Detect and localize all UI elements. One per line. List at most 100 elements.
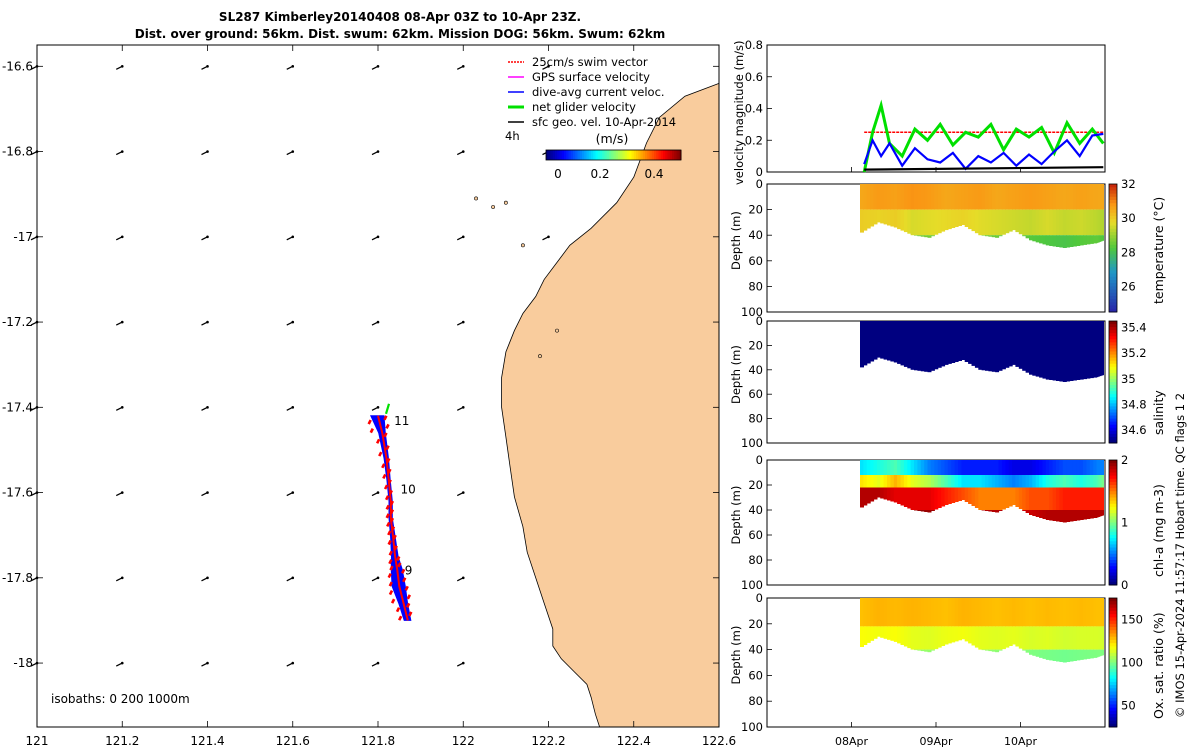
profile-data-cell [907, 321, 912, 369]
profile-data-cell [1012, 626, 1016, 645]
profile-data-cell [893, 460, 898, 475]
profile-data-cell [1093, 510, 1098, 518]
profile-data-cell [1066, 184, 1071, 210]
profile-data-cell [964, 209, 969, 227]
profile-data-cell [1066, 209, 1071, 236]
profile-data-cell [934, 321, 939, 370]
profile-colorbar-cell [1109, 391, 1117, 395]
profile-colorbar-cell [1109, 305, 1117, 310]
profile-data-cell [887, 487, 891, 501]
profile-colorbar-cell [1109, 607, 1117, 612]
profile-colorbar-cell [1109, 531, 1117, 536]
profile-colorbar-cell [1109, 675, 1117, 680]
profile-data-cell [1039, 209, 1044, 236]
profile-data-cell [883, 475, 888, 488]
profile-data-cell [927, 235, 932, 238]
profile-data-cell [1022, 626, 1027, 650]
profile-data-cell [1045, 475, 1050, 488]
profile-data-cell [1056, 649, 1060, 662]
profile-data-cell [1072, 510, 1077, 521]
profile-data-cell [1100, 184, 1103, 210]
profile-data-cell [927, 510, 932, 513]
profile-colorbar-cell [1109, 704, 1117, 709]
profile-data-cell [974, 487, 979, 508]
profile-data-cell [1100, 649, 1103, 656]
profile-data-cell [860, 321, 864, 368]
depth-tick-label: 20 [748, 203, 763, 217]
profile-data-cell [1022, 235, 1027, 237]
profile-data-cell [971, 209, 976, 232]
profile-data-cell [887, 321, 891, 361]
profile-data-cell [887, 598, 891, 627]
colorbar-tick-label: 100 [1121, 656, 1143, 670]
profile-colorbar-cell [1109, 598, 1117, 602]
profile-data-cell [1025, 321, 1030, 373]
profile-data-cell [954, 487, 959, 502]
profile-colorbar-cell [1109, 633, 1117, 638]
profile-colorbar-cell [1109, 488, 1117, 492]
colorbar-cell [548, 150, 551, 160]
profile-data-cell [1059, 475, 1064, 488]
profile-data-cell [1052, 598, 1057, 627]
profile-colorbar-cell [1109, 547, 1117, 552]
depth-tick-label: 100 [741, 578, 763, 592]
profile-data-cell [964, 460, 969, 475]
profile-data-cell [876, 626, 881, 637]
profile-data-cell [866, 598, 871, 627]
profile-colorbar-cell [1109, 563, 1117, 567]
profile-data-cell [1059, 321, 1064, 382]
profile-data-cell [1097, 321, 1100, 377]
profile-data-cell [941, 626, 946, 646]
profile-data-cell [1022, 487, 1027, 510]
profile-data-cell [1076, 209, 1081, 236]
profile-data-cell [988, 184, 993, 210]
profile-data-cell [930, 321, 935, 371]
profile-data-cell [1100, 626, 1103, 650]
profile-data-cell [944, 209, 949, 231]
profile-data-cell [1045, 598, 1050, 627]
profile-data-cell [1052, 487, 1057, 510]
profile-data-cell [1062, 510, 1067, 523]
profile-data-cell [1052, 649, 1057, 661]
profile-data-cell [1069, 235, 1074, 247]
legend-entry: sfc geo. vel. 10-Apr-2014 [532, 115, 676, 129]
profile-data-cell [1045, 460, 1050, 475]
date-tick-label: 08Apr [835, 735, 869, 748]
profile-data-cell [1066, 626, 1071, 650]
profile-colorbar-cell [1109, 206, 1117, 211]
profile-data-cell [1096, 209, 1099, 236]
profile-data-cell [914, 487, 918, 510]
y-tick-label: -16.8 [2, 145, 33, 159]
geo-vector-origin [547, 65, 550, 68]
colorbar-cell [557, 150, 560, 160]
profile-data-cell [1062, 321, 1067, 382]
profile-data-cell [1072, 475, 1077, 488]
profile-data-cell [1099, 184, 1102, 210]
profile-data-cell [910, 598, 915, 627]
geo-vector-origin [291, 65, 295, 68]
profile-data-cell [1097, 598, 1100, 627]
profile-data-cell [985, 487, 989, 510]
profile-data-cell [974, 209, 979, 234]
colorbar-cell [611, 150, 614, 160]
profile-data-cell [991, 649, 996, 652]
profile-data-cell [920, 209, 925, 236]
profile-data-cell [1079, 626, 1084, 650]
profile-data-cell [1066, 510, 1071, 522]
profile-colorbar-cell [1109, 345, 1117, 349]
profile-data-cell [903, 321, 908, 367]
profile-data-cell [1015, 460, 1020, 475]
profile-data-cell [914, 460, 918, 475]
profile-data-cell [914, 626, 918, 650]
profile-data-cell [1083, 487, 1087, 510]
profile-data-cell [1018, 184, 1023, 210]
profile-data-cell [961, 626, 966, 640]
swim-vector [395, 607, 401, 613]
profile-data-cell [1042, 626, 1047, 650]
profile-data-cell [924, 235, 929, 238]
profile-data-cell [1025, 626, 1030, 650]
depth-tick-label: 40 [748, 503, 763, 517]
profile-colorbar-cell [1109, 260, 1117, 265]
profile-data-cell [1062, 209, 1067, 236]
profile-data-cell [978, 321, 983, 370]
